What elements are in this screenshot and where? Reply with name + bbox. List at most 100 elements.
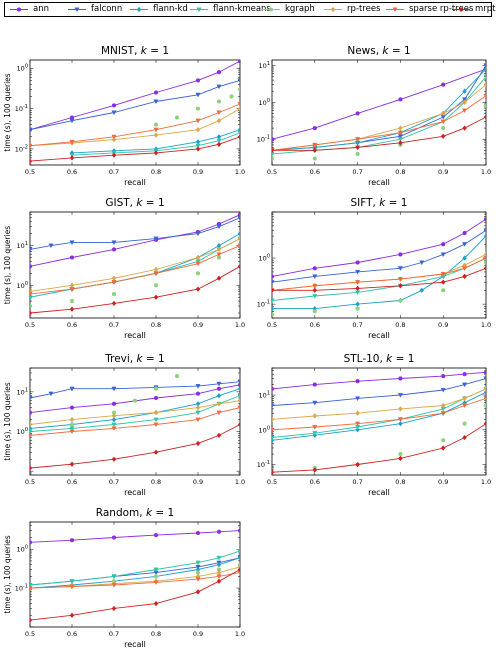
- y-tick-label: 100: [259, 254, 270, 263]
- data-point-ann: [111, 247, 117, 252]
- legend-swatch: [452, 6, 470, 13]
- x-tick-label: 0.6: [67, 630, 77, 638]
- data-point-rp-trees: [153, 409, 159, 416]
- data-point-mrpt: [355, 144, 360, 151]
- series-layer: [30, 212, 240, 316]
- data-point-mrpt: [483, 265, 486, 271]
- data-point-ann: [398, 252, 403, 257]
- data-point-sparse-rp-trees: [355, 421, 361, 427]
- data-point-flann-kmeans: [272, 435, 275, 441]
- data-point-ann: [216, 70, 222, 75]
- data-point-sparse-rp-trees: [30, 586, 33, 591]
- data-point-sparse-rp-trees: [153, 127, 159, 133]
- x-axis-label: recall: [124, 331, 146, 340]
- data-point-rp-trees: [195, 404, 201, 411]
- data-point-sparse-rp-trees: [462, 108, 468, 114]
- data-point-kgraph: [153, 122, 159, 127]
- data-point-sparse-rp-trees: [69, 584, 75, 590]
- x-tick-label: 0.8: [395, 321, 405, 329]
- data-point-falconn: [153, 236, 159, 242]
- data-point-sparse-rp-trees: [69, 139, 75, 145]
- chart-panel: MNIST, k = 1 10-2 10-1 100 0.5 0.6 0.7 0.8 0.9 1.…: [3, 45, 245, 187]
- data-point-mrpt: [272, 469, 275, 475]
- data-point-falconn: [69, 240, 75, 246]
- x-tick-label: 0.7: [109, 321, 119, 329]
- data-point-kgraph: [174, 373, 180, 379]
- legend-marker: [16, 7, 22, 12]
- data-point-ann: [195, 78, 201, 83]
- series-line-ann: [272, 68, 486, 140]
- data-point-sparse-rp-trees: [216, 252, 222, 257]
- data-point-sparse-rp-trees: [483, 256, 486, 261]
- series-line-falconn: [272, 229, 486, 283]
- data-point-ann: [441, 242, 446, 247]
- data-point-rp-trees: [312, 413, 318, 419]
- data-point-kgraph: [272, 312, 275, 317]
- data-point-falconn: [216, 84, 222, 90]
- x-tick-label: 0.5: [25, 168, 35, 176]
- data-point-kgraph: [153, 283, 159, 288]
- data-point-falconn: [272, 280, 275, 285]
- y-axis-label: time (s), 100 queries: [3, 73, 12, 151]
- data-point-flann-kd: [419, 287, 425, 293]
- chart-title: GIST, k = 1: [105, 197, 164, 209]
- x-tick-label: 0.9: [193, 478, 203, 486]
- data-point-kgraph: [132, 398, 138, 403]
- legend-swatch: [68, 7, 86, 13]
- data-point-ann: [272, 137, 275, 142]
- legend-item-kgraph: kgraph: [261, 3, 315, 16]
- data-point-falconn: [69, 386, 75, 392]
- data-point-flann-kd: [237, 555, 240, 561]
- data-point-flann-kd: [216, 561, 222, 568]
- data-point-falconn: [195, 231, 201, 237]
- y-axis-label: time (s), 100 queries: [3, 535, 12, 613]
- data-point-rp-trees: [216, 246, 222, 253]
- data-point-rp-trees: [237, 235, 240, 242]
- data-point-ann: [195, 391, 201, 396]
- data-point-kgraph: [312, 156, 317, 161]
- data-point-sparse-rp-trees: [216, 110, 222, 116]
- data-point-sparse-rp-trees: [237, 570, 240, 576]
- data-point-ann: [237, 212, 240, 217]
- x-tick-label: 0.9: [438, 478, 448, 486]
- legend-item-falconn: falconn: [67, 3, 122, 16]
- data-point-mrpt: [111, 152, 117, 158]
- data-point-sparse-rp-trees: [111, 280, 117, 285]
- data-point-ann: [483, 370, 486, 375]
- legend-label: ann: [33, 4, 49, 14]
- series-layer: [272, 63, 486, 161]
- data-point-mrpt: [153, 600, 159, 607]
- data-point-falconn: [30, 127, 33, 133]
- x-tick-label: 0.6: [67, 478, 77, 486]
- data-point-mrpt: [272, 147, 275, 154]
- data-point-mrpt: [111, 300, 117, 307]
- data-point-flann-kd: [111, 416, 117, 423]
- chart-title: STL-10, k = 1: [344, 353, 415, 365]
- data-point-flann-kd: [272, 305, 275, 312]
- data-point-sparse-rp-trees: [153, 271, 159, 276]
- data-point-flann-kmeans: [69, 579, 75, 584]
- legend-item-sparse-rp-trees: sparse rp-trees: [385, 3, 473, 16]
- data-point-flann-kmeans: [195, 143, 201, 149]
- x-tick-label: 0.5: [25, 321, 35, 329]
- x-tick-label: 0.6: [67, 168, 77, 176]
- data-point-sparse-rp-trees: [30, 143, 33, 149]
- data-point-ann: [237, 382, 240, 387]
- data-point-kgraph: [111, 291, 117, 297]
- x-tick-label: 0.5: [267, 168, 277, 176]
- data-point-rp-trees: [272, 416, 275, 423]
- data-point-kgraph: [216, 99, 222, 104]
- data-point-mrpt: [195, 589, 201, 595]
- y-tick-label: 101: [259, 391, 270, 400]
- chart-panel: SIFT, k = 1 10-1 100 0.5 0.6 0.7 0.8 0.9 1.0 reca…: [257, 197, 491, 340]
- data-point-flann-kd: [398, 420, 403, 427]
- data-point-flann-kmeans: [195, 410, 201, 416]
- plot-area: [29, 59, 241, 166]
- data-point-ann: [111, 535, 117, 540]
- data-point-ann: [312, 382, 317, 387]
- data-point-sparse-rp-trees: [30, 292, 33, 297]
- data-point-mrpt: [153, 449, 159, 455]
- data-point-mrpt: [462, 125, 467, 131]
- series-layer: [30, 60, 240, 164]
- data-point-mrpt: [111, 456, 117, 462]
